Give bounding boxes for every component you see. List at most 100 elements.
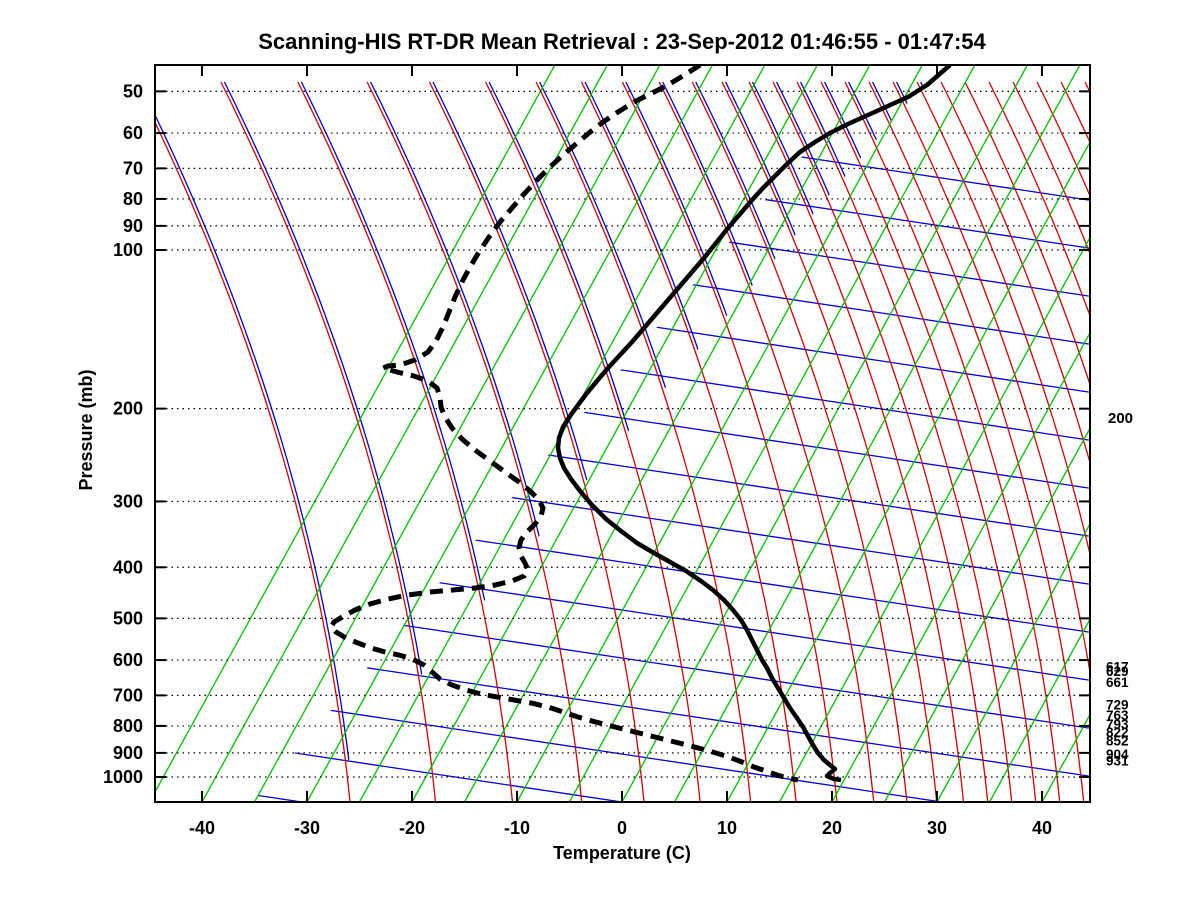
dry-adiabat-line bbox=[988, 81, 1090, 318]
moist-adiabat-line bbox=[1113, 82, 1200, 802]
right-annotation-level: 904 bbox=[1106, 747, 1129, 762]
temperature-tick-label: 0 bbox=[617, 818, 627, 838]
pressure-tick-label: 300 bbox=[113, 491, 143, 511]
moist-adiabat-line bbox=[872, 81, 940, 802]
temperature-tick-label: -10 bbox=[504, 818, 530, 838]
dewpoint-profile-line bbox=[327, 65, 799, 783]
isotherm-line bbox=[936, 522, 1090, 802]
dry-adiabat-line bbox=[892, 81, 1090, 676]
temperature-tick-label: 40 bbox=[1032, 818, 1052, 838]
moist-line-blue bbox=[253, 731, 1090, 802]
moist-adiabat-line bbox=[1065, 82, 1200, 802]
pressure-tick-label: 600 bbox=[113, 650, 143, 670]
isotherm-line bbox=[463, 65, 871, 802]
temperature-tick-label: -20 bbox=[399, 818, 425, 838]
right-annotation-level: 931 bbox=[1106, 754, 1129, 769]
pressure-tick-label: 90 bbox=[123, 216, 143, 236]
moist-adiabat-line bbox=[223, 81, 440, 802]
moist-adiabat-line bbox=[725, 81, 940, 802]
isotherm-line bbox=[568, 65, 976, 802]
isotherm-line bbox=[726, 140, 1090, 802]
dry-adiabat-line bbox=[658, 81, 875, 802]
isotherm-line bbox=[778, 236, 1090, 802]
dry-adiabat-line bbox=[964, 81, 1090, 387]
right-annotation-level: 852 bbox=[1106, 733, 1129, 748]
moist-adiabat-line bbox=[824, 81, 940, 802]
temperature-tick-label: 10 bbox=[717, 818, 737, 838]
dry-adiabat-line bbox=[428, 81, 645, 802]
isotherm-line bbox=[155, 65, 556, 794]
isotherm-line bbox=[988, 617, 1090, 802]
right-annotation-level: 661 bbox=[1106, 675, 1129, 690]
pressure-tick-label: 60 bbox=[123, 123, 143, 143]
pressure-tick-label: 200 bbox=[113, 399, 143, 419]
dry-adiabat-line bbox=[868, 81, 1085, 802]
right-annotation-level: 629 bbox=[1106, 664, 1129, 679]
right-annotation-level: 729 bbox=[1106, 698, 1129, 713]
right-annotation-level: 617 bbox=[1106, 659, 1129, 674]
moist-adiabat-line bbox=[896, 81, 940, 802]
dry-adiabat-line bbox=[820, 81, 1037, 802]
dry-adiabat-line bbox=[940, 81, 1090, 465]
dry-adiabat-line bbox=[1084, 81, 1090, 94]
dry-adiabat-line bbox=[796, 81, 1013, 802]
dry-adiabat-line bbox=[1012, 81, 1090, 256]
right-annotation-level: 793 bbox=[1106, 717, 1129, 732]
dry-adiabat-line bbox=[366, 81, 583, 802]
pressure-tick-label: 70 bbox=[123, 158, 143, 178]
isotherm-line bbox=[1095, 65, 1200, 802]
isotherm-line bbox=[253, 65, 661, 802]
isotherm-line bbox=[411, 65, 818, 802]
pressure-tick-label: 800 bbox=[113, 716, 143, 736]
isotherm-line bbox=[306, 65, 713, 802]
dry-adiabat-line bbox=[844, 81, 1061, 802]
moist-line-blue bbox=[253, 65, 1090, 201]
moist-adiabat-line bbox=[1041, 82, 1200, 802]
x-axis-label: Temperature (C) bbox=[553, 843, 691, 863]
pressure-tick-label: 80 bbox=[123, 189, 143, 209]
pressure-tick-label: 700 bbox=[113, 685, 143, 705]
page-title: Scanning-HIS RT-DR Mean Retrieval : 23-S… bbox=[258, 29, 986, 54]
isotherm-line bbox=[883, 427, 1090, 802]
pressure-tick-label: 500 bbox=[113, 608, 143, 628]
sounding-profiles bbox=[327, 65, 952, 783]
temperature-tick-label: -30 bbox=[294, 818, 320, 838]
dry-adiabat-line bbox=[1036, 81, 1090, 198]
moist-adiabat-line bbox=[1017, 82, 1200, 802]
temperature-tick-label: 30 bbox=[927, 818, 947, 838]
temperature-profile-line bbox=[555, 65, 952, 783]
isotherm-line bbox=[516, 65, 923, 802]
moist-adiabat-line bbox=[662, 81, 878, 802]
pressure-tick-label: 1000 bbox=[103, 767, 143, 787]
temperature-tick-label: 20 bbox=[822, 818, 842, 838]
moist-adiabat-line bbox=[969, 82, 1184, 802]
dry-adiabat-line bbox=[297, 81, 514, 802]
temperature-tick-label: -40 bbox=[189, 818, 215, 838]
dry-adiabat-line bbox=[721, 81, 938, 802]
pressure-tick-label: 900 bbox=[113, 743, 143, 763]
moist-adiabat-line bbox=[800, 81, 940, 802]
pressure-tick-label: 50 bbox=[123, 81, 143, 101]
isotherm-line bbox=[621, 65, 1028, 802]
dry-adiabat-line bbox=[748, 81, 965, 802]
dry-adiabat-line bbox=[772, 81, 989, 802]
moist-line-blue bbox=[253, 251, 1090, 393]
moist-adiabat-line bbox=[1089, 82, 1200, 802]
right-annotation-level: 763 bbox=[1106, 708, 1129, 723]
moist-adiabat-line bbox=[848, 81, 940, 802]
right-annotation-200: 200 bbox=[1108, 410, 1133, 427]
dry-adiabat-line bbox=[535, 81, 752, 802]
moist-adiabat-line bbox=[155, 81, 355, 802]
right-annotation-level: 822 bbox=[1106, 725, 1129, 740]
isotherm-line bbox=[673, 65, 1081, 802]
moist-adiabat-line bbox=[488, 81, 705, 802]
dry-adiabat-line bbox=[155, 120, 351, 802]
pressure-tick-label: 400 bbox=[113, 557, 143, 577]
dry-adiabat-line bbox=[1109, 82, 1200, 802]
dry-adiabat-line bbox=[220, 81, 437, 802]
moist-adiabat-line bbox=[920, 81, 940, 802]
isotherm-line bbox=[831, 331, 1090, 802]
plot-background bbox=[155, 65, 1200, 802]
